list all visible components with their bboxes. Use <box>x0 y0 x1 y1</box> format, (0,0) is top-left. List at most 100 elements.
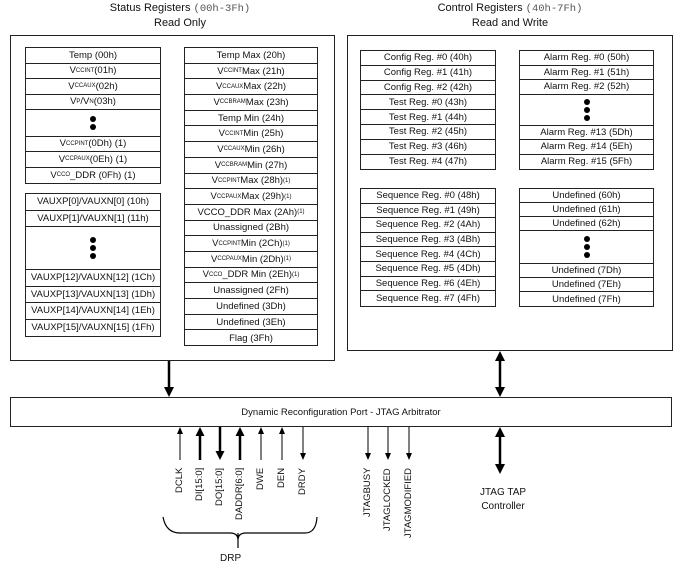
register-text: (1) <box>283 177 291 184</box>
register-text: V <box>58 153 66 165</box>
register-text: V <box>213 96 220 108</box>
register-text: Max (28h) <box>240 175 284 187</box>
jtag-tap-bidir-arrow <box>495 427 505 474</box>
signal-label: JTAGMODIFIED <box>403 467 414 538</box>
register-text: CCO <box>208 271 223 278</box>
register-text: V <box>217 143 224 155</box>
register-text: Sequence Reg. #5 (4Dh) <box>375 263 481 275</box>
register-text: (0Eh) (1) <box>89 153 128 165</box>
control-arbitrator-bidir-arrow <box>495 351 505 397</box>
register-text: (0Dh) (1) <box>88 138 127 150</box>
register-text: Sequence Reg. #3 (4Bh) <box>375 234 481 246</box>
register-text: V <box>202 269 209 281</box>
register-row: Temp Max (20h) <box>185 48 317 64</box>
register-text: Max (22h) <box>243 81 287 93</box>
register-text: Test Reg. #3 (46h) <box>388 141 468 153</box>
register-text: Config Reg. #0 (40h) <box>383 52 473 64</box>
register-text: VAUXP[12]/VAUXN[12] (1Ch) <box>30 272 156 284</box>
register-text: (1) <box>292 271 300 278</box>
register-text: CCAUX <box>222 83 244 90</box>
register-row: Alarm Reg. #13 (5Dh) <box>520 126 653 140</box>
register-text: /V <box>80 96 90 108</box>
register-text: CCPINT <box>65 140 89 147</box>
arbitrator-label: Dynamic Reconfiguration Port - JTAG Arbi… <box>241 406 441 418</box>
control-registers-title: Control Registers (40h-7Fh) Read and Wri… <box>390 1 630 30</box>
signal-label: DWE <box>255 467 266 490</box>
signal-label: DO[15:0] <box>214 467 225 506</box>
register-text: (1) <box>283 256 291 263</box>
register-text: (03h) <box>93 96 116 108</box>
register-row: V CCAUX (02h) <box>26 79 160 95</box>
register-row: Undefined (3Dh) <box>185 299 317 315</box>
signal-arrow-daddr60 <box>235 427 245 460</box>
register-text: Undefined (60h) <box>552 190 621 201</box>
register-row: Unassigned (2Bh) <box>185 221 317 237</box>
register-text: V <box>217 65 224 77</box>
register-text: Test Reg. #0 (43h) <box>388 96 468 108</box>
alarm-registers: Alarm Reg. #0 (50h) Alarm Reg. #1 (51h) Al… <box>519 50 654 170</box>
register-row: VAUXP[15]/VAUXN[15] (1Fh) <box>26 320 160 337</box>
ellipsis-icon <box>26 227 160 270</box>
register-row: V P/V N (03h) <box>26 95 160 110</box>
register-row: V CCO _DDR (0Fh) (1) <box>26 168 160 184</box>
register-row: Undefined (7Dh) <box>520 264 653 278</box>
register-row: Sequence Reg. #0 (48h) <box>361 189 495 204</box>
jtag-tap-line1: JTAG TAP <box>479 487 527 498</box>
signal-label: DI[15:0] <box>194 467 205 501</box>
register-row: Alarm Reg. #1 (51h) <box>520 66 653 80</box>
register-text: V <box>215 81 223 93</box>
register-row: Undefined (60h) <box>520 189 653 203</box>
register-text: Min (25h) <box>243 128 284 140</box>
register-row: V CCPINT Min (2Ch) (1) <box>185 236 317 252</box>
register-row: Temp Min (24h) <box>185 111 317 127</box>
status-registers-box <box>10 35 335 361</box>
register-text: V <box>212 238 219 250</box>
register-text: VAUXP[0]/VAUXN[0] (10h) <box>36 196 150 208</box>
register-text: Test Reg. #4 (47h) <box>388 156 468 168</box>
register-text: CCINT <box>223 68 242 75</box>
register-row: Config Reg. #0 (40h) <box>361 51 495 66</box>
jtag-tap-controller-label: JTAG TAP Controller <box>463 486 543 514</box>
register-row: Alarm Reg. #0 (50h) <box>520 51 653 66</box>
signal-arrow-do150 <box>215 427 225 460</box>
signal-label: JTAGLOCKED <box>382 468 393 531</box>
register-text: Alarm Reg. #0 (50h) <box>543 52 630 64</box>
register-text: CCBRAM <box>219 99 246 106</box>
register-text: V <box>68 80 75 92</box>
undefined-registers: Undefined (60h) Undefined (61h) Undefined … <box>519 188 654 307</box>
register-text: CCPINT <box>217 177 241 184</box>
register-text: CCPAUX <box>216 193 242 200</box>
register-row: Undefined (61h) <box>520 203 653 217</box>
drp-label: DRP <box>220 553 242 564</box>
status-to-arbitrator-arrow <box>164 361 174 397</box>
drp-brace <box>162 516 318 548</box>
status-title-text: Status Registers <box>109 2 191 14</box>
register-row: Alarm Reg. #2 (52h) <box>520 80 653 95</box>
register-text: CCO <box>56 172 71 179</box>
register-row: V CCAUX Min (26h) <box>185 142 317 158</box>
register-text: VAUXP[14]/VAUXN[14] (1Eh) <box>31 305 155 317</box>
signal-label: DCLK <box>174 467 185 493</box>
register-text: Sequence Reg. #1 (49h) <box>376 204 480 216</box>
register-text: V <box>211 175 218 187</box>
register-row: VAUXP[14]/VAUXN[14] (1Eh) <box>26 303 160 320</box>
register-text: Undefined (62h) <box>552 218 621 229</box>
register-text: (02h) <box>95 80 118 92</box>
register-text: Min (27h) <box>247 159 288 171</box>
register-row: V CCPINT (0Dh) (1) <box>26 137 160 152</box>
control-title-text: Control Registers <box>437 2 523 14</box>
register-row: V CCINT Min (25h) <box>185 126 317 143</box>
register-text: CCINT <box>75 67 95 74</box>
register-text: P <box>76 98 81 105</box>
register-text: Alarm Reg. #2 (52h) <box>543 81 630 93</box>
register-row: V CCBRAM Max (23h) <box>185 95 317 111</box>
register-text: _DDR Min (2Eh) <box>222 269 293 281</box>
register-text: Temp Max (20h) <box>216 49 286 61</box>
register-row: Flag (3Fh) <box>185 330 317 346</box>
ellipsis-icon <box>520 231 653 264</box>
register-row: Alarm Reg. #14 (5Eh) <box>520 140 653 155</box>
register-text: _DDR (0Fh) (1) <box>70 169 136 181</box>
control-subtitle: Read and Write <box>471 17 549 29</box>
register-text: Sequence Reg. #2 (4Ah) <box>375 219 481 231</box>
